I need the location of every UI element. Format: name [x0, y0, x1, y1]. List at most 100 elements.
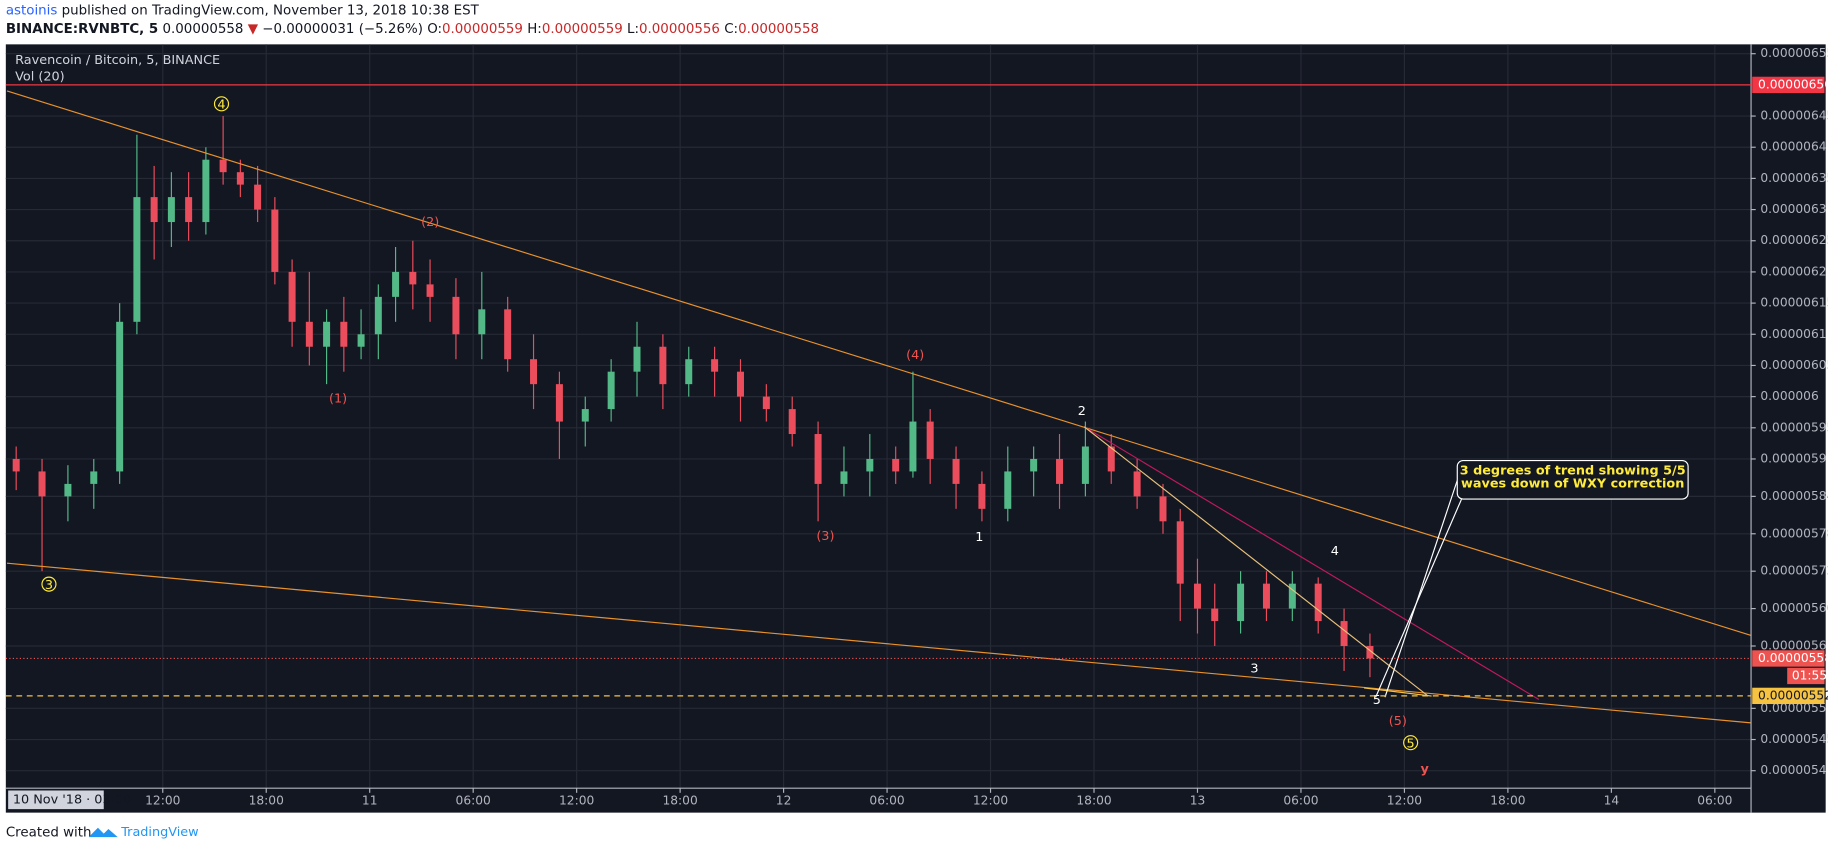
candle-body — [305, 321, 313, 347]
candle-body — [926, 421, 934, 459]
candle-body — [530, 359, 538, 385]
callout-line: waves down of WXY correction — [1461, 476, 1684, 491]
candle-body — [607, 371, 615, 410]
chart-subtitle: Vol (20) — [15, 70, 65, 85]
x-tick-label: 18:00 — [249, 793, 284, 807]
candle-body — [685, 359, 693, 385]
ohlc-value: 0.00000559 — [542, 22, 623, 37]
x-tick-label: 06:00 — [1283, 793, 1318, 807]
drawings — [6, 90, 1752, 724]
candle-body — [788, 409, 796, 435]
candle-body — [150, 197, 158, 223]
x-tick-label: 12:00 — [973, 793, 1008, 807]
candle-body — [762, 396, 770, 410]
candle-body — [452, 296, 460, 335]
candles — [12, 116, 1374, 678]
candle-body — [219, 159, 227, 173]
y-tick-label: 0.0000056 — [1760, 639, 1826, 653]
logo — [88, 827, 118, 838]
callout-line: 3 degrees of trend showing 5/5 — [1460, 464, 1686, 479]
wave-label: (4) — [906, 348, 924, 363]
y-tick-label: 0.0000064 — [1760, 140, 1826, 154]
candle-body — [1056, 458, 1064, 484]
x-tick-label: 18:00 — [1490, 793, 1525, 807]
x-tick-label: 11 — [362, 793, 378, 807]
candle-body — [167, 197, 175, 223]
price-label: 0.00000552 — [1758, 688, 1828, 702]
candle-body — [1159, 496, 1167, 522]
trend-line — [1083, 426, 1429, 697]
symbol: BINANCE:RVNBTC, 5 — [6, 22, 158, 37]
y-tick-label: 0.00000566 — [1760, 601, 1828, 615]
candle-body — [1176, 521, 1184, 584]
wave-labels: 4 3 5 y (1) (2) (3) (4) (5) 1 2 3 4 5 — [41, 96, 1429, 777]
wave-label: (2) — [421, 215, 439, 230]
wave-label: 5 — [1373, 693, 1381, 708]
wave-circle — [213, 96, 230, 112]
y-tick-label: 0.0000063 — [1760, 202, 1826, 216]
y-tick-label: 0.0000061 — [1760, 327, 1826, 341]
wave-label: (5) — [1389, 714, 1407, 729]
ohlc-value: 0.00000559 — [442, 22, 523, 37]
callout-pointer — [1375, 495, 1464, 698]
candle-body — [254, 184, 262, 210]
candle-body — [1366, 646, 1374, 659]
callout-text: 3 degrees of trend showing 5/5 waves dow… — [1460, 464, 1686, 492]
wave-label: 3 — [1250, 662, 1258, 677]
candle-body — [1133, 471, 1141, 497]
candle-body — [236, 172, 244, 185]
y-tick-label: 0.0000062 — [1760, 264, 1826, 278]
candle-body — [711, 359, 719, 372]
callout-pointer — [1384, 480, 1458, 698]
wave-label: (3) — [816, 529, 834, 544]
y-tick-label: 0.0000055 — [1760, 701, 1826, 715]
candle-body — [478, 309, 486, 335]
change: −0.00000031 (−5.26%) — [262, 22, 423, 37]
y-tick-label: 0.00000572 — [1760, 564, 1828, 578]
footer-brand[interactable]: TradingView — [120, 825, 198, 840]
candle-body — [840, 471, 848, 484]
trend-line — [1363, 687, 1432, 697]
candle-body — [1211, 608, 1219, 622]
candle-body — [1288, 583, 1296, 609]
x-tick-label: 06:00 — [456, 793, 491, 807]
footer-created: Created with — [6, 825, 92, 840]
x-tick-label: 06:00 — [1697, 793, 1732, 807]
candle-body — [392, 271, 400, 297]
candle-body — [736, 371, 744, 397]
published: published on TradingView.com, November 1… — [62, 4, 480, 19]
candle-body — [581, 409, 589, 422]
candle-body — [952, 458, 960, 484]
price-label: 0.00000650 — [1758, 77, 1828, 91]
candle-body — [1081, 446, 1089, 484]
start-label-box — [8, 790, 104, 810]
candle-body — [133, 197, 141, 322]
wave-label: 1 — [975, 530, 983, 545]
grid: 0.000006550.000006450.00000640.000006350… — [5, 44, 1828, 807]
candle-body — [1314, 583, 1322, 622]
ohlc: O:0.00000559 H:0.00000559 L:0.00000556 C… — [427, 22, 819, 37]
header-line-1: astoinis published on TradingView.com, N… — [6, 4, 480, 19]
wave-label: 4 — [217, 97, 225, 112]
candle-body — [1193, 583, 1201, 609]
countdown: 01:55 — [1792, 668, 1827, 682]
y-tick-label: 0.00000625 — [1760, 233, 1828, 247]
candle-body — [323, 321, 331, 347]
candle-body — [978, 483, 986, 509]
y-tick-label: 0.0000054 — [1760, 763, 1826, 777]
candle-body — [892, 458, 900, 472]
candle-body — [633, 346, 641, 372]
candle-body — [271, 209, 279, 272]
candle-body — [909, 421, 917, 472]
candle-body — [1340, 621, 1348, 647]
y-tick-label: 0.00000545 — [1760, 732, 1828, 746]
candle-body — [374, 296, 382, 335]
candle-body — [426, 284, 434, 297]
author: astoinis — [6, 4, 58, 19]
price-label-box — [1752, 650, 1825, 667]
price-label: 0.00000558 — [1758, 651, 1828, 665]
candle-body — [409, 271, 417, 285]
ohlc-key: O: — [427, 22, 442, 37]
y-tick-label: 0.00000615 — [1760, 296, 1828, 310]
candle-body — [288, 271, 296, 322]
